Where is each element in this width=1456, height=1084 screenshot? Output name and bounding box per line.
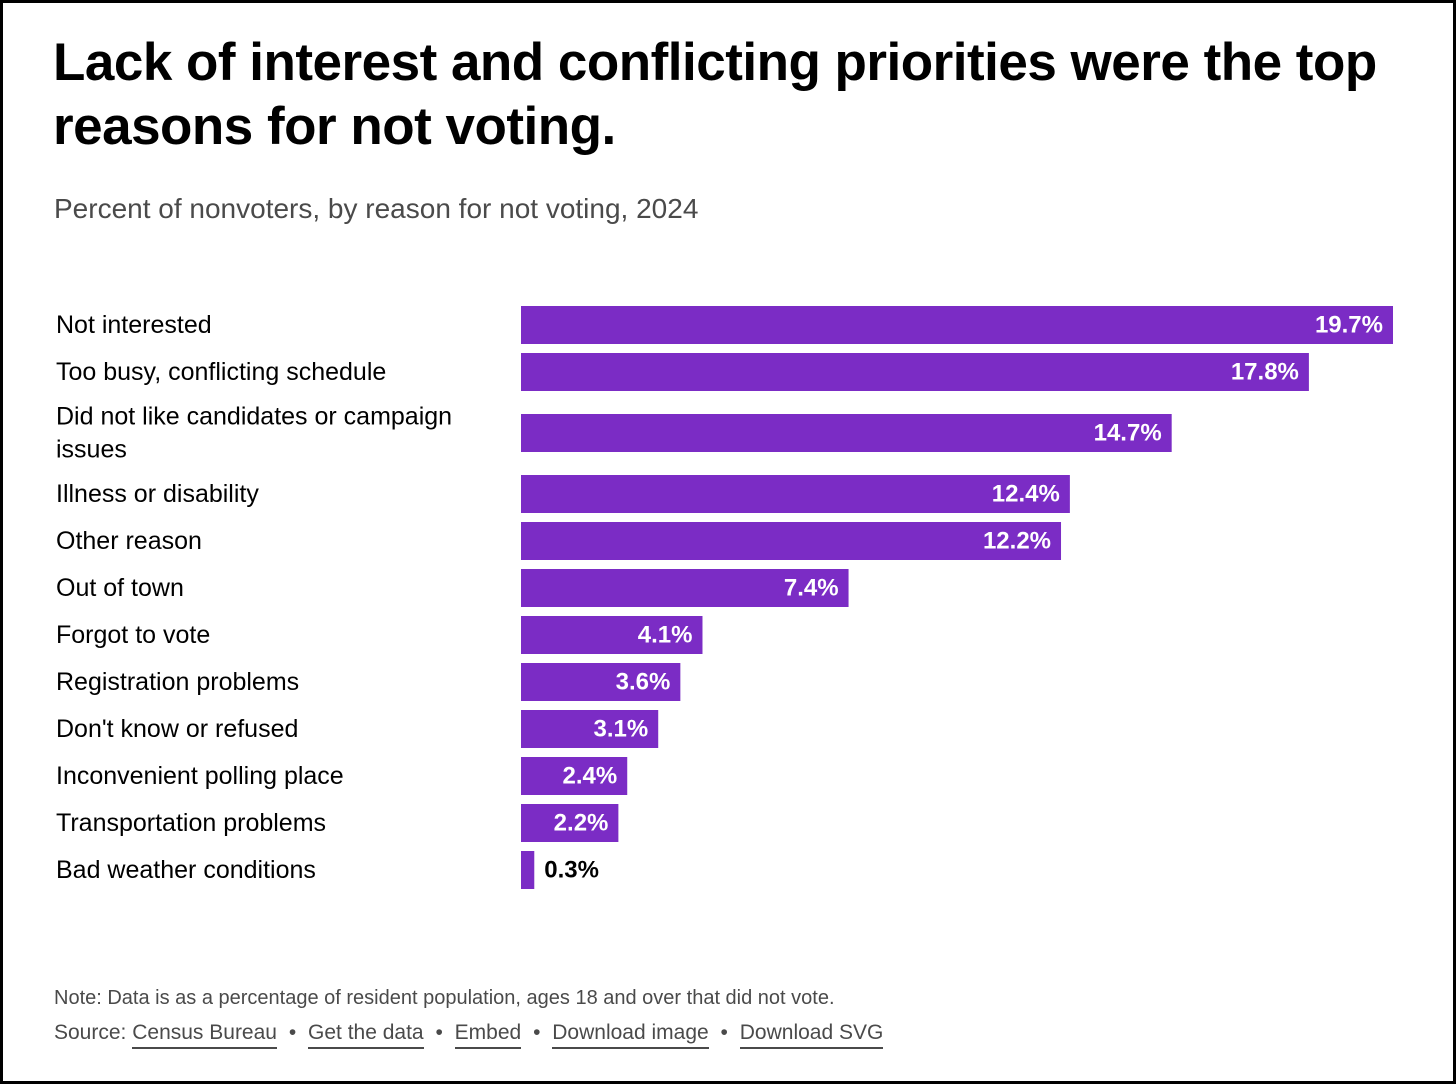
chart-subtitle: Percent of nonvoters, by reason for not … <box>54 193 699 224</box>
data-label: 12.4% <box>992 481 1060 508</box>
category-label: Bad weather conditions <box>56 856 316 884</box>
census-bureau-link[interactable]: Census Bureau <box>132 1021 277 1049</box>
download-svg-link[interactable]: Download SVG <box>739 1021 884 1049</box>
bar <box>521 569 849 607</box>
category-label: Out of town <box>56 574 184 602</box>
bar <box>521 306 1393 344</box>
data-label: 3.1% <box>594 716 649 743</box>
category-label: Did not like candidates or campaign issue… <box>56 403 452 464</box>
category-label: Other reason <box>56 527 202 555</box>
separator: • <box>533 1021 541 1044</box>
embed-link[interactable]: Embed <box>454 1021 522 1049</box>
chart-title: Lack of interest and conflicting priorit… <box>53 33 1377 156</box>
data-label: 2.4% <box>563 763 618 790</box>
category-label: Forgot to vote <box>56 621 210 649</box>
separator: • <box>435 1021 443 1044</box>
data-label: 2.2% <box>554 810 609 837</box>
bar <box>521 616 703 654</box>
data-label: 7.4% <box>784 575 839 602</box>
bar-chart: Not interested 19.7% Too busy, conflicting… <box>56 306 1393 889</box>
category-label: Not interested <box>56 311 212 339</box>
category-label: Transportation problems <box>56 809 326 837</box>
bar <box>521 353 1309 391</box>
data-label: 3.6% <box>616 669 671 696</box>
source-line: Source: Census Bureau • Get the data • E… <box>54 1019 884 1049</box>
source-prefix: Source: <box>54 1021 127 1044</box>
category-label: Inconvenient polling place <box>56 762 344 790</box>
category-label: Registration problems <box>56 668 299 696</box>
data-label: 19.7% <box>1315 312 1383 339</box>
footnote: Note: Data is as a percentage of residen… <box>54 987 835 1009</box>
data-label: 0.3% <box>544 857 599 884</box>
data-label: 17.8% <box>1231 359 1299 386</box>
category-label: Don't know or refused <box>56 715 298 743</box>
bar <box>521 804 619 842</box>
bar <box>521 414 1172 452</box>
bar <box>521 757 628 795</box>
data-label: 12.2% <box>983 528 1051 555</box>
data-label: 4.1% <box>638 622 693 649</box>
data-label: 14.7% <box>1094 420 1162 447</box>
bar <box>521 663 681 701</box>
category-label: Illness or disability <box>56 480 259 508</box>
bar <box>521 475 1070 513</box>
separator: • <box>288 1021 297 1044</box>
download-image-link[interactable]: Download image <box>552 1021 709 1049</box>
bar <box>521 522 1062 560</box>
bar <box>521 851 535 889</box>
category-label: Too busy, conflicting schedule <box>56 358 386 386</box>
get-the-data-link[interactable]: Get the data <box>308 1021 424 1049</box>
separator: • <box>720 1021 728 1044</box>
bar <box>521 710 659 748</box>
